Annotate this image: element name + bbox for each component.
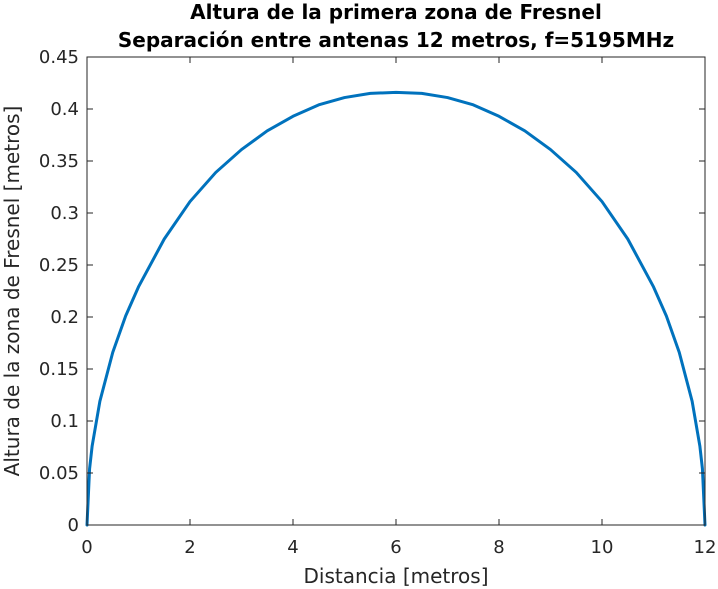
y-axis-label: Altura de la zona de Fresnel [metros]	[0, 106, 24, 477]
x-tick-label: 6	[390, 537, 401, 558]
y-tick-label: 0.4	[50, 99, 79, 120]
x-tick-label: 2	[184, 537, 195, 558]
chart-title: Altura de la primera zona de Fresnel	[190, 0, 602, 24]
plot-area	[87, 57, 705, 525]
x-tick-label: 12	[694, 537, 717, 558]
y-tick-label: 0.2	[50, 307, 79, 328]
chart-subtitle: Separación entre antenas 12 metros, f=51…	[118, 28, 674, 52]
y-tick-label: 0.05	[39, 463, 79, 484]
y-tick-label: 0.3	[50, 203, 79, 224]
x-tick-label: 0	[81, 537, 92, 558]
x-tick-label: 8	[493, 537, 504, 558]
plot-frame	[86, 56, 706, 526]
y-tick-label: 0.25	[39, 255, 79, 276]
y-tick-label: 0.1	[50, 411, 79, 432]
y-tick-label: 0.15	[39, 359, 79, 380]
x-axis-label: Distancia [metros]	[304, 564, 489, 588]
data-layer	[85, 90, 707, 527]
axes-layer: 0 2 4 6 8 10 12 0 0.05 0.1 0.15 0.2 0.25 0.3 0.35 0.4 0.…	[39, 47, 717, 558]
y-tick-label: 0	[68, 515, 79, 536]
x-tick-label: 10	[591, 537, 614, 558]
x-tick-label: 4	[287, 537, 298, 558]
y-tick-label: 0.45	[39, 47, 79, 68]
series-line-0	[85, 90, 707, 527]
y-tick-label: 0.35	[39, 151, 79, 172]
